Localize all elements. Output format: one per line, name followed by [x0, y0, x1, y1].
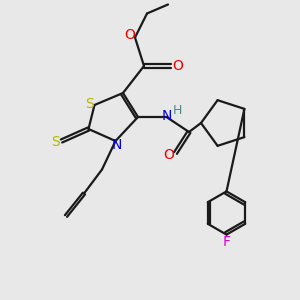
Text: N: N	[162, 110, 172, 123]
Text: N: N	[112, 138, 122, 152]
Text: F: F	[223, 235, 230, 249]
Text: O: O	[124, 28, 135, 42]
Text: O: O	[164, 148, 174, 162]
Text: S: S	[51, 136, 60, 149]
Text: S: S	[85, 97, 94, 110]
Text: H: H	[173, 104, 183, 118]
Text: O: O	[172, 59, 183, 73]
